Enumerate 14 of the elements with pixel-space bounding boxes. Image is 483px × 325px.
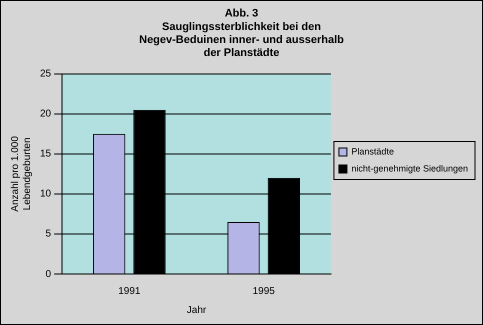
y-tick-label: 25	[40, 68, 52, 80]
chart-title: Abb. 3	[224, 8, 258, 20]
chart-subtitle: Sauglingssterblichkeit bei den Negev-Beduinen inner- und ausserhalb der Planstädte	[139, 20, 344, 60]
x-tick-label: 1995	[252, 286, 276, 297]
legend-label: Planstädte	[351, 146, 394, 156]
legend-label: nicht-genehmigte Siedlungen	[351, 163, 468, 174]
y-tick-label: 20	[40, 108, 52, 120]
y-tick-label: 10	[40, 188, 52, 200]
y-axis-title: Anzahl pro 1.000 Lebendgeburten	[10, 136, 33, 212]
x-tick-label: 1991	[118, 286, 141, 297]
y-tick-label: 5	[46, 228, 52, 240]
y-tick-label: 15	[40, 148, 52, 160]
y-tick-label: 0	[46, 268, 52, 280]
x-axis-title: Jahr	[186, 304, 207, 316]
